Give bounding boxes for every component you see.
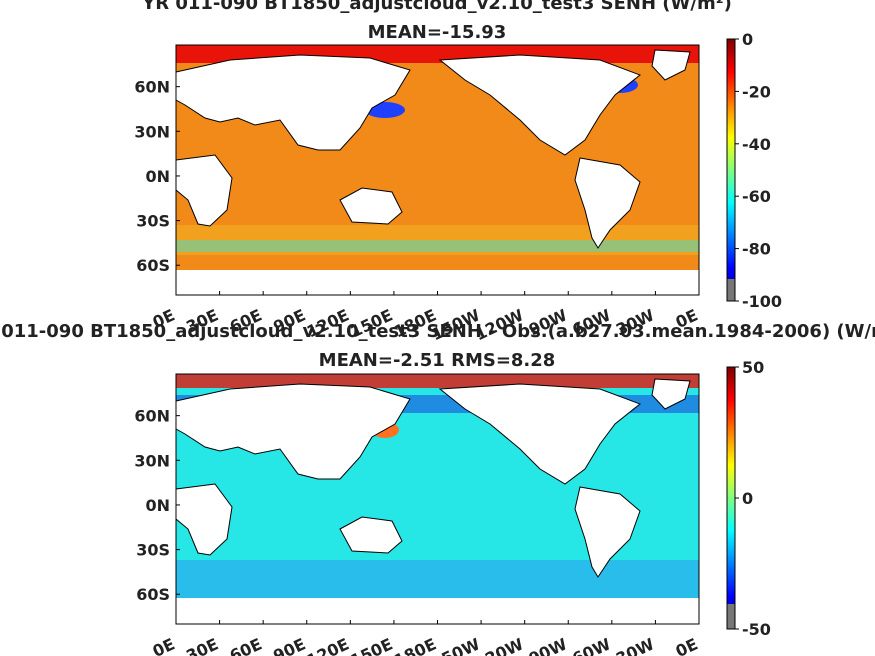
colorbar-missing-swatch <box>727 604 735 629</box>
land-africa <box>175 154 233 227</box>
land-australia <box>339 516 403 554</box>
x-tick-label: 60W <box>569 634 614 656</box>
colorbar-tick-label: 50 <box>742 358 764 377</box>
land-masses <box>175 49 691 249</box>
colorbar-tick-label: -80 <box>742 240 771 259</box>
y-ticks: 60N 30N 0N 30S 60S <box>134 407 180 604</box>
chart-subtitle: MEAN=-15.93 <box>368 22 507 43</box>
antarctica-land <box>176 270 699 295</box>
land-south-america <box>574 157 641 249</box>
land-north-america <box>438 54 641 156</box>
panel-top: YR 011-090 BT1850_adjustcloud_v2.10_test… <box>134 0 782 344</box>
land-eurasia <box>175 383 411 480</box>
x-tick-label: 150E <box>347 634 395 656</box>
land-masses <box>175 378 691 578</box>
x-tick-label: 60E <box>227 634 265 656</box>
y-tick-label: 60N <box>134 78 170 97</box>
land-greenland <box>651 378 691 410</box>
colorbar-tick-label: -40 <box>742 135 771 154</box>
land-south-america <box>574 486 641 578</box>
x-tick-label: 0E <box>150 634 178 656</box>
x-tick-label: 0E <box>673 634 701 656</box>
x-tick-label: 30E <box>183 634 221 656</box>
y-tick-label: 60S <box>136 256 170 275</box>
x-tick-label: 90W <box>526 634 571 656</box>
colorbar-tick-label: -100 <box>742 292 782 311</box>
y-tick-label: 60N <box>134 407 170 426</box>
y-tick-label: 0N <box>145 496 170 515</box>
y-tick-label: 30S <box>136 212 170 231</box>
colorbar-frame <box>726 38 736 302</box>
y-tick-label: 0N <box>145 167 170 186</box>
colorbar-tick-label: -50 <box>742 620 771 639</box>
land-australia <box>339 187 403 225</box>
colorbar-tick-label: -60 <box>742 187 771 206</box>
x-tick-label: 120W <box>472 634 527 656</box>
x-tick-label: 150W <box>428 634 483 656</box>
y-tick-label: 60S <box>136 585 170 604</box>
chart-subtitle: MEAN=-2.51 RMS=8.28 <box>319 350 556 371</box>
y-tick-label: 30N <box>134 451 170 470</box>
colorbar <box>727 39 735 301</box>
panel-bottom: YR 011-090 BT1850_adjustcloud_v2.10_test… <box>0 321 875 656</box>
colorbar-tick-label: 0 <box>742 30 753 49</box>
antarctica-land <box>176 598 699 624</box>
southern-ocean-cold-band <box>176 240 699 252</box>
colorbar-ticks: 0 -20 -40 -60 -80 -100 <box>735 30 782 311</box>
land-africa <box>175 483 233 556</box>
colorbar <box>727 367 735 629</box>
x-tick-label: 120E <box>304 634 352 656</box>
x-tick-label: 30W <box>613 634 658 656</box>
colorbar-tick-label: 0 <box>742 489 753 508</box>
x-tick-label: 180E <box>391 634 439 656</box>
colorbar-missing-swatch <box>727 279 735 301</box>
colorbar-ticks: 50 0 -50 <box>735 358 771 639</box>
chart-title: YR 011-090 BT1850_adjustcloud_v2.10_test… <box>0 321 875 342</box>
arctic-band <box>176 374 699 388</box>
y-tick-label: 30S <box>136 541 170 560</box>
southern-ocean-band <box>176 560 699 600</box>
land-greenland <box>651 49 691 81</box>
land-eurasia <box>175 54 411 151</box>
colorbar-tick-label: -20 <box>742 82 771 101</box>
chart-title: YR 011-090 BT1850_adjustcloud_v2.10_test… <box>141 0 732 14</box>
y-ticks: 60N 30N 0N 30S 60S <box>134 78 180 275</box>
land-north-america <box>438 383 641 485</box>
y-tick-label: 30N <box>134 122 170 141</box>
